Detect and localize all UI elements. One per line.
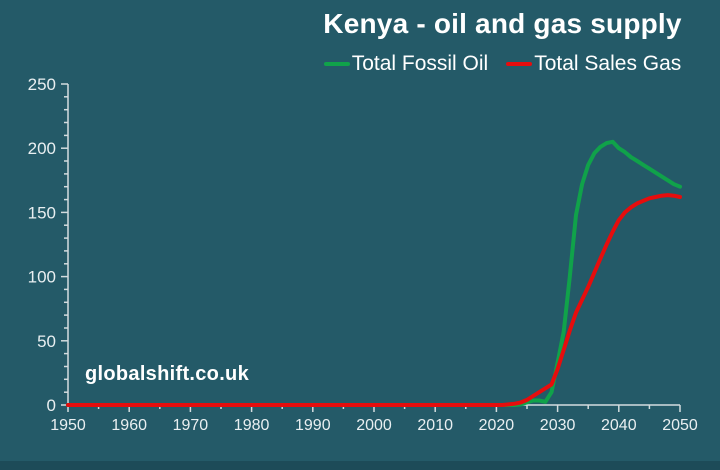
legend-item-total-fossil-oil: Total Fossil Oil <box>323 52 489 76</box>
total-fossil-oil-line-swatch <box>323 62 350 66</box>
y-tick-label: 100 <box>28 268 56 287</box>
chart-legend: Total Fossil Oil Total Sales Gas <box>285 52 720 76</box>
x-tick-label: 2010 <box>417 417 453 434</box>
y-tick-label: 200 <box>28 139 56 158</box>
x-tick-label: 2030 <box>540 417 576 434</box>
series-line-total-sales-gas <box>66 193 682 407</box>
total-sales-gas-line-swatch <box>506 62 533 66</box>
x-tick-label: 1990 <box>295 417 331 434</box>
x-tick-label: 1970 <box>173 417 209 434</box>
watermark-text: globalshift.co.uk <box>85 363 249 385</box>
x-tick-label: 1950 <box>50 417 86 434</box>
y-tick-label: 0 <box>47 396 56 415</box>
y-tick-label: 150 <box>28 203 56 222</box>
footer-band <box>0 461 720 470</box>
x-tick-label: 2050 <box>662 417 698 434</box>
y-tick-label: 250 <box>28 75 56 94</box>
legend-label-total-sales-gas: Total Sales Gas <box>534 52 682 75</box>
x-tick-label: 2020 <box>479 417 515 434</box>
chart-title: Kenya - oil and gas supply <box>323 8 682 39</box>
x-tick-label: 2000 <box>356 417 392 434</box>
legend-label-total-fossil-oil: Total Fossil Oil <box>351 52 489 75</box>
legend-item-total-sales-gas: Total Sales Gas <box>506 52 681 76</box>
x-tick-label: 1980 <box>234 417 270 434</box>
x-tick-label: 2040 <box>601 417 637 434</box>
y-tick-label: 50 <box>37 332 56 351</box>
x-tick-label: 1960 <box>111 417 147 434</box>
